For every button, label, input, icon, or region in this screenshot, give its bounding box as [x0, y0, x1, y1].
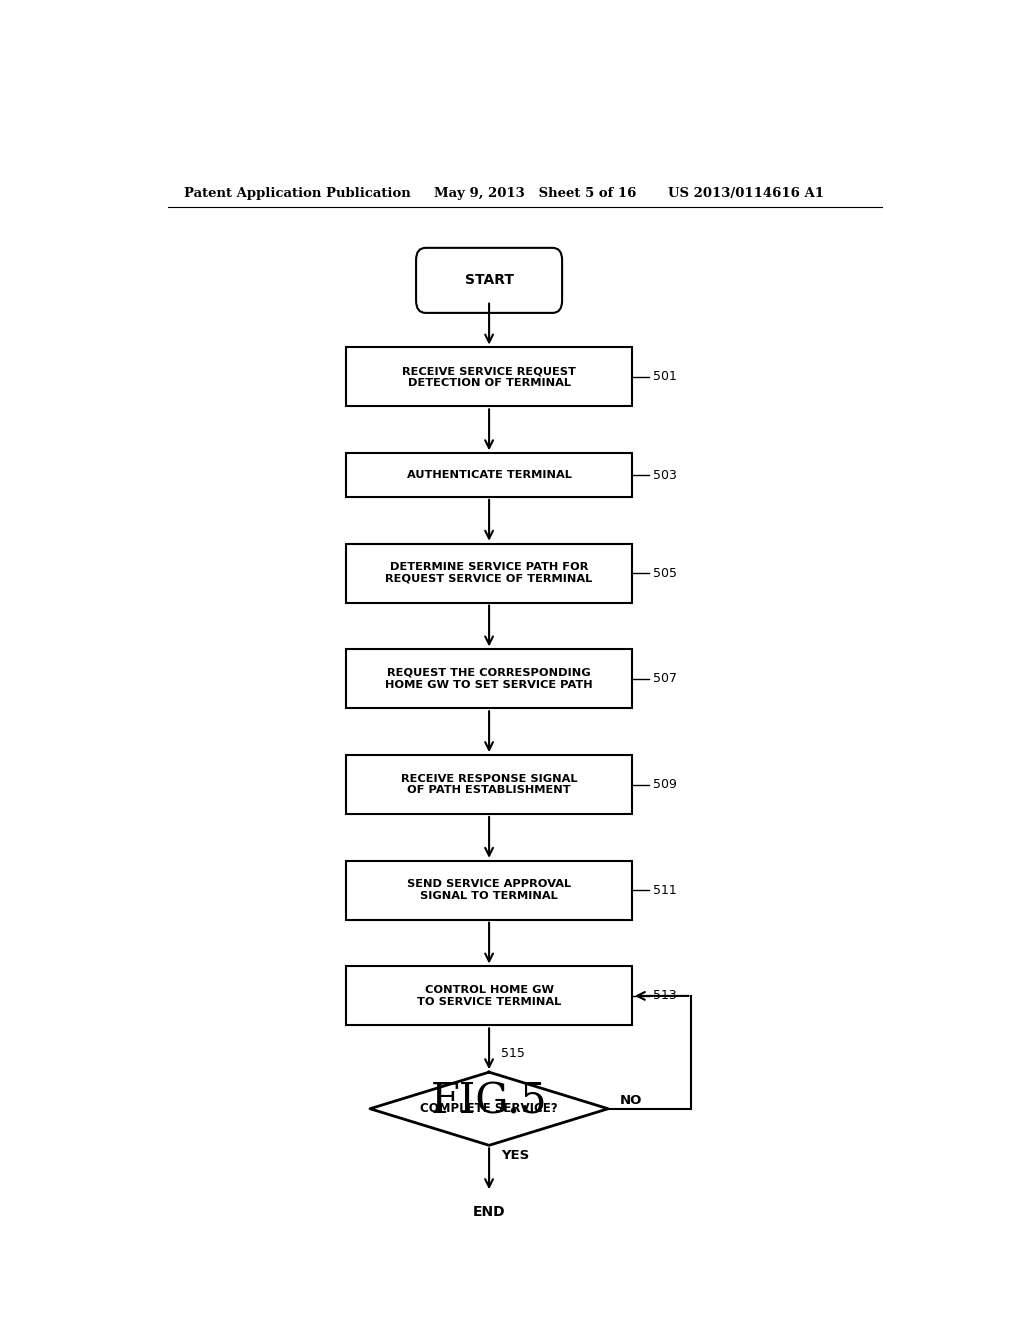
Text: REQUEST THE CORRESPONDING
HOME GW TO SET SERVICE PATH: REQUEST THE CORRESPONDING HOME GW TO SET…	[385, 668, 593, 689]
Text: 513: 513	[653, 990, 677, 1002]
Text: RECEIVE RESPONSE SIGNAL
OF PATH ESTABLISHMENT: RECEIVE RESPONSE SIGNAL OF PATH ESTABLIS…	[400, 774, 578, 796]
Text: 507: 507	[653, 672, 677, 685]
Text: DETERMINE SERVICE PATH FOR
REQUEST SERVICE OF TERMINAL: DETERMINE SERVICE PATH FOR REQUEST SERVI…	[385, 562, 593, 583]
Text: Patent Application Publication: Patent Application Publication	[183, 187, 411, 201]
Text: 503: 503	[653, 469, 677, 482]
Text: 505: 505	[653, 566, 677, 579]
Text: 501: 501	[653, 371, 677, 383]
FancyBboxPatch shape	[346, 966, 632, 1026]
Text: AUTHENTICATE TERMINAL: AUTHENTICATE TERMINAL	[407, 470, 571, 480]
Text: NO: NO	[620, 1094, 642, 1107]
Text: US 2013/0114616 A1: US 2013/0114616 A1	[668, 187, 823, 201]
Text: START: START	[465, 273, 514, 288]
FancyBboxPatch shape	[346, 544, 632, 602]
FancyBboxPatch shape	[346, 453, 632, 496]
Text: COMPLETE SERVICE?: COMPLETE SERVICE?	[420, 1102, 558, 1115]
Text: 509: 509	[653, 777, 677, 791]
Text: May 9, 2013   Sheet 5 of 16: May 9, 2013 Sheet 5 of 16	[433, 187, 636, 201]
Text: 511: 511	[653, 883, 677, 896]
FancyBboxPatch shape	[346, 755, 632, 814]
FancyBboxPatch shape	[346, 347, 632, 407]
FancyBboxPatch shape	[346, 861, 632, 920]
Text: YES: YES	[501, 1148, 529, 1162]
Text: SEND SERVICE APPROVAL
SIGNAL TO TERMINAL: SEND SERVICE APPROVAL SIGNAL TO TERMINAL	[407, 879, 571, 902]
Text: 515: 515	[501, 1047, 525, 1060]
Text: CONTROL HOME GW
TO SERVICE TERMINAL: CONTROL HOME GW TO SERVICE TERMINAL	[417, 985, 561, 1007]
Text: END: END	[473, 1205, 506, 1220]
Text: FIG.5: FIG.5	[431, 1081, 548, 1122]
FancyBboxPatch shape	[346, 649, 632, 709]
FancyBboxPatch shape	[416, 1180, 562, 1245]
Text: RECEIVE SERVICE REQUEST
DETECTION OF TERMINAL: RECEIVE SERVICE REQUEST DETECTION OF TER…	[402, 366, 577, 388]
FancyBboxPatch shape	[416, 248, 562, 313]
